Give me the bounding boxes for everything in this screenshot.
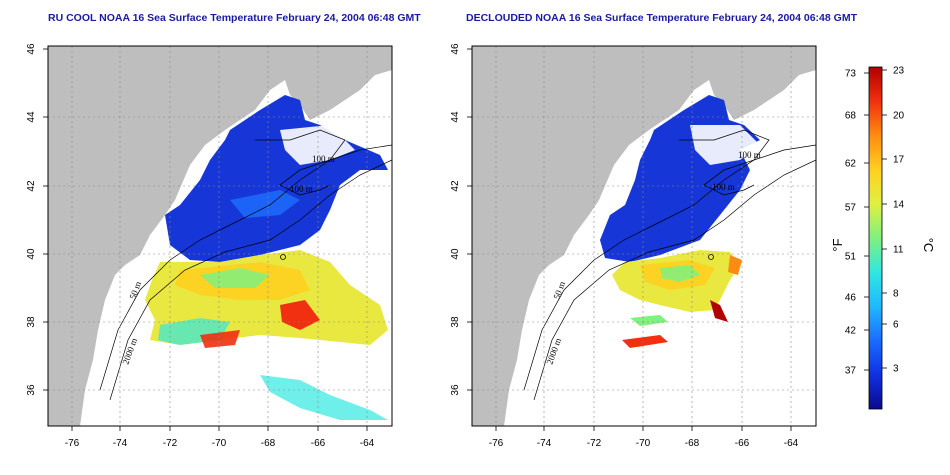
colorbar-celsius-tick: 23 xyxy=(893,66,905,77)
right-lon-tick-label: -72 xyxy=(587,438,602,449)
left-lon-tick-label: -72 xyxy=(163,438,178,449)
left-lon-tick-label: -70 xyxy=(212,438,227,449)
right-contour-label-2: 100 m xyxy=(712,182,735,192)
right-lat-tick-label: 42 xyxy=(450,180,461,192)
left-lat-tick-label: 38 xyxy=(26,316,37,328)
right-lon-tick-label: -64 xyxy=(784,438,799,449)
right-map-panel xyxy=(472,46,816,426)
colorbar-unit-fahrenheit: °F xyxy=(830,238,845,251)
colorbar-fahrenheit-tick: 68 xyxy=(845,111,857,122)
colorbar-celsius-tick: 8 xyxy=(893,289,899,300)
colorbar-celsius-tick: 11 xyxy=(893,245,904,256)
left-land-mass xyxy=(48,46,392,426)
colorbar-celsius-tick: 20 xyxy=(893,111,905,122)
colorbar-fahrenheit-tick: 57 xyxy=(845,203,857,214)
colorbar-celsius-tick: 6 xyxy=(893,320,899,331)
colorbar-fahrenheit-tick: 42 xyxy=(845,326,857,337)
right-panel-title: DECLOUDED NOAA 16 Sea Surface Temperatur… xyxy=(466,12,857,24)
right-lon-tick-label: -74 xyxy=(537,438,552,449)
right-lat-tick-label: 46 xyxy=(450,43,461,55)
right-lat-tick-label: 36 xyxy=(450,384,461,396)
colorbar-fahrenheit-tick: 62 xyxy=(845,159,857,170)
right-lat-tick-label: 40 xyxy=(450,248,461,260)
colorbar-unit-celsius: °C xyxy=(921,238,936,253)
right-lon-tick-label: -76 xyxy=(489,438,504,449)
left-lat-tick-label: 40 xyxy=(26,248,37,260)
left-lon-tick-label: -68 xyxy=(261,438,276,449)
colorbar-fahrenheit-tick: 73 xyxy=(845,69,857,80)
left-lat-tick-label: 44 xyxy=(26,111,37,123)
right-bathymetry-contours xyxy=(523,129,816,401)
left-panel-title: RU COOL NOAA 16 Sea Surface Temperature … xyxy=(48,12,421,24)
right-map-frame xyxy=(471,45,817,427)
right-contour-label-1: 100 m xyxy=(738,150,761,160)
left-lat-tick-label: 36 xyxy=(26,384,37,396)
right-lon-tick-label: -70 xyxy=(636,438,651,449)
right-land-mass xyxy=(472,46,816,426)
left-contour-label-2: 100 m xyxy=(290,184,313,194)
right-lat-tick-label: 38 xyxy=(450,316,461,328)
right-lat-tick-label: 44 xyxy=(450,111,461,123)
left-contour-label-1: 100 m xyxy=(312,154,335,164)
left-lon-tick-label: -76 xyxy=(65,438,80,449)
left-bathymetry-contours xyxy=(99,129,392,401)
left-lat-tick-label: 42 xyxy=(26,180,37,192)
left-lon-tick-label: -74 xyxy=(113,438,128,449)
right-lon-tick-label: -68 xyxy=(685,438,700,449)
right-lon-tick-label: -66 xyxy=(735,438,750,449)
colorbar-fahrenheit-tick: 51 xyxy=(845,252,857,263)
colorbar-celsius-tick: 17 xyxy=(893,155,905,166)
left-lon-tick-label: -66 xyxy=(311,438,326,449)
colorbar: 73 68 62 57 51 46 42 37 23 20 17 14 11 8 6 3 °F °C xyxy=(830,66,936,410)
axis-ticks: -76 -74 -72 -70 -68 -66 -64 36 38 40 42 44 46 -76 -74 -… xyxy=(26,43,799,449)
colorbar-fahrenheit-tick: 46 xyxy=(845,293,857,304)
colorbar-celsius-tick: 3 xyxy=(893,364,899,375)
colorbar-fahrenheit-tick: 37 xyxy=(845,366,857,377)
right-graticule xyxy=(472,46,816,426)
colorbar-ramp xyxy=(868,66,883,410)
left-map-panel xyxy=(48,46,392,426)
left-graticule xyxy=(48,46,392,426)
left-lat-tick-label: 46 xyxy=(26,43,37,55)
colorbar-celsius-tick: 14 xyxy=(893,200,905,211)
left-lon-tick-label: -64 xyxy=(360,438,375,449)
left-map-frame xyxy=(47,45,393,427)
